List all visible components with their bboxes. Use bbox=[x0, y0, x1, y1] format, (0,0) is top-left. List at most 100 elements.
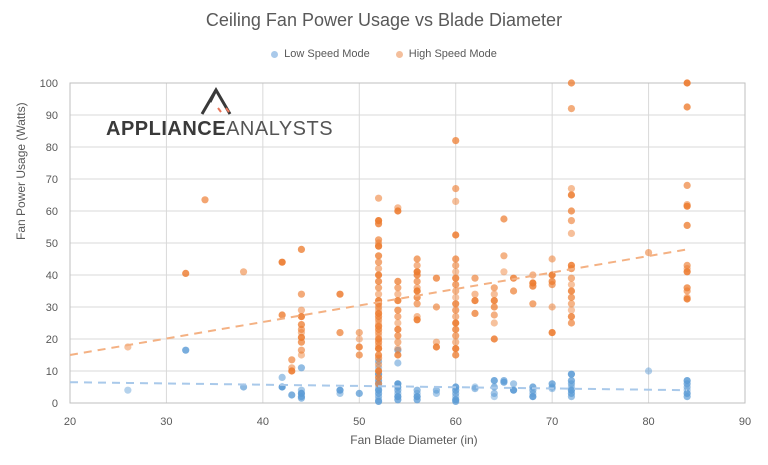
data-point bbox=[374, 316, 383, 324]
data-point bbox=[374, 397, 383, 405]
data-point bbox=[683, 295, 691, 303]
data-point bbox=[413, 287, 421, 295]
legend: Low Speed Mode High Speed Mode bbox=[0, 48, 768, 60]
data-point bbox=[201, 196, 209, 204]
data-point bbox=[567, 229, 576, 237]
data-point bbox=[278, 373, 286, 381]
legend-marker-low-icon bbox=[271, 50, 279, 58]
x-tick-label: 80 bbox=[642, 416, 654, 428]
trendline-high-speed bbox=[69, 248, 688, 356]
data-point bbox=[374, 194, 383, 202]
data-point bbox=[683, 287, 691, 295]
data-point bbox=[336, 290, 344, 298]
data-point bbox=[683, 393, 691, 401]
data-point bbox=[567, 191, 576, 199]
data-point bbox=[394, 290, 402, 298]
y-tick-label: 10 bbox=[46, 366, 58, 378]
data-point bbox=[374, 345, 383, 353]
data-point bbox=[452, 255, 460, 263]
trendline-low-speed bbox=[69, 381, 688, 392]
data-point bbox=[374, 303, 383, 311]
data-point bbox=[278, 311, 286, 319]
data-point bbox=[374, 329, 383, 337]
data-point bbox=[452, 306, 460, 314]
data-point bbox=[374, 265, 383, 273]
data-point bbox=[394, 396, 402, 404]
data-point bbox=[529, 393, 537, 401]
data-point bbox=[413, 271, 421, 279]
watermark-logo: APPLIANCEANALYSTS bbox=[106, 86, 333, 142]
data-point bbox=[471, 297, 479, 305]
data-point bbox=[394, 351, 402, 359]
data-point bbox=[413, 277, 421, 285]
data-point bbox=[394, 306, 402, 314]
legend-label-low: Low Speed Mode bbox=[284, 48, 370, 60]
data-point bbox=[336, 386, 344, 394]
data-point bbox=[297, 351, 306, 359]
data-point bbox=[452, 345, 460, 353]
data-point bbox=[452, 274, 460, 282]
data-point bbox=[490, 389, 498, 397]
data-point bbox=[548, 281, 556, 289]
chart-title: Ceiling Fan Power Usage vs Blade Diamete… bbox=[205, 10, 563, 30]
data-point bbox=[529, 300, 537, 308]
data-point bbox=[490, 303, 498, 311]
data-point bbox=[452, 281, 460, 289]
data-point bbox=[394, 277, 402, 285]
data-point bbox=[394, 284, 402, 292]
data-point bbox=[394, 325, 402, 333]
data-point bbox=[567, 300, 576, 308]
legend-marker-high-icon bbox=[395, 50, 403, 58]
data-point bbox=[278, 258, 286, 266]
data-point bbox=[490, 284, 498, 292]
data-point bbox=[490, 335, 498, 343]
data-point bbox=[490, 297, 498, 305]
data-point bbox=[297, 306, 306, 314]
data-point bbox=[452, 351, 460, 359]
data-point bbox=[394, 359, 402, 367]
data-point bbox=[394, 338, 402, 346]
data-point bbox=[567, 274, 576, 282]
y-tick-label: 30 bbox=[46, 302, 58, 314]
data-point bbox=[567, 319, 576, 327]
data-point bbox=[471, 274, 479, 282]
data-point bbox=[529, 282, 537, 290]
data-point bbox=[452, 338, 460, 346]
data-point bbox=[548, 329, 556, 337]
x-tick-label: 40 bbox=[257, 416, 269, 428]
data-point bbox=[567, 306, 576, 314]
data-point bbox=[413, 300, 421, 308]
data-point bbox=[297, 346, 306, 354]
legend-item-high: High Speed Mode bbox=[395, 48, 497, 60]
data-point bbox=[683, 103, 691, 111]
data-point bbox=[394, 207, 402, 215]
data-point bbox=[452, 293, 460, 301]
data-point bbox=[394, 319, 402, 327]
data-point bbox=[500, 252, 508, 260]
data-point bbox=[490, 290, 498, 298]
data-point bbox=[567, 293, 576, 301]
data-point bbox=[644, 249, 653, 257]
data-point bbox=[182, 269, 190, 277]
data-point bbox=[490, 319, 498, 327]
data-point bbox=[124, 386, 132, 394]
data-point bbox=[500, 377, 508, 385]
data-point bbox=[288, 367, 296, 375]
data-point bbox=[374, 284, 383, 292]
data-point bbox=[288, 391, 296, 399]
x-axis-label: Fan Blade Diameter (in) bbox=[350, 433, 478, 447]
y-tick-label: 100 bbox=[40, 78, 58, 90]
data-point bbox=[297, 338, 306, 346]
logo-text-light: ANALYSTS bbox=[226, 118, 334, 140]
data-point bbox=[374, 220, 383, 228]
data-point bbox=[683, 221, 691, 229]
data-point bbox=[374, 354, 383, 362]
data-point bbox=[288, 356, 296, 364]
data-point bbox=[374, 277, 383, 285]
plot-border bbox=[69, 82, 746, 404]
data-point bbox=[452, 332, 460, 340]
y-tick-label: 70 bbox=[46, 174, 58, 186]
data-point bbox=[452, 389, 460, 397]
data-point bbox=[548, 255, 556, 263]
y-tick-label: 40 bbox=[46, 270, 58, 282]
